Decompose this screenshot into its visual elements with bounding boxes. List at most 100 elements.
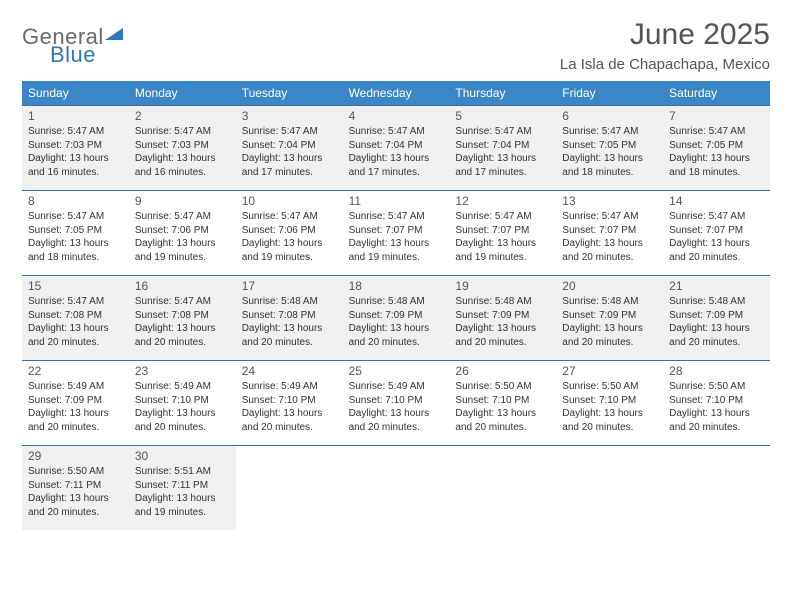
- day-sunset: Sunset: 7:09 PM: [28, 394, 123, 408]
- day-dl2: and 20 minutes.: [562, 421, 657, 435]
- day-dl2: and 20 minutes.: [562, 336, 657, 350]
- day-sunrise: Sunrise: 5:47 AM: [455, 210, 550, 224]
- day-sunset: Sunset: 7:11 PM: [135, 479, 230, 493]
- day-sunrise: Sunrise: 5:47 AM: [135, 125, 230, 139]
- day-sunrise: Sunrise: 5:47 AM: [28, 210, 123, 224]
- day-sunrise: Sunrise: 5:48 AM: [349, 295, 444, 309]
- calendar-day-cell: [343, 446, 450, 530]
- day-dl1: Daylight: 13 hours: [242, 322, 337, 336]
- calendar-day-cell: 26 Sunrise: 5:50 AMSunset: 7:10 PMDayligh…: [449, 361, 556, 445]
- calendar-day-cell: [556, 446, 663, 530]
- day-sunset: Sunset: 7:10 PM: [455, 394, 550, 408]
- day-number: 20: [562, 279, 657, 293]
- day-dl2: and 20 minutes.: [242, 421, 337, 435]
- day-dl1: Daylight: 13 hours: [669, 407, 764, 421]
- title-block: June 2025 La Isla de Chapachapa, Mexico: [560, 18, 770, 73]
- day-dl1: Daylight: 13 hours: [562, 322, 657, 336]
- day-sunset: Sunset: 7:10 PM: [669, 394, 764, 408]
- calendar-day-cell: [663, 446, 770, 530]
- day-dl1: Daylight: 13 hours: [562, 237, 657, 251]
- day-sunset: Sunset: 7:08 PM: [135, 309, 230, 323]
- day-sunrise: Sunrise: 5:49 AM: [349, 380, 444, 394]
- day-sunrise: Sunrise: 5:50 AM: [455, 380, 550, 394]
- day-sunset: Sunset: 7:07 PM: [669, 224, 764, 238]
- day-dl2: and 20 minutes.: [455, 336, 550, 350]
- day-dl2: and 19 minutes.: [135, 251, 230, 265]
- day-dl2: and 19 minutes.: [242, 251, 337, 265]
- day-number: 16: [135, 279, 230, 293]
- day-number: 2: [135, 109, 230, 123]
- day-dl1: Daylight: 13 hours: [562, 407, 657, 421]
- day-dl1: Daylight: 13 hours: [135, 407, 230, 421]
- calendar-day-cell: 13Sunrise: 5:47 AMSunset: 7:07 PMDayligh…: [556, 191, 663, 275]
- day-sunset: Sunset: 7:09 PM: [455, 309, 550, 323]
- calendar-day-cell: 21Sunrise: 5:48 AMSunset: 7:09 PMDayligh…: [663, 276, 770, 360]
- day-sunset: Sunset: 7:05 PM: [562, 139, 657, 153]
- month-title: June 2025: [560, 18, 770, 52]
- day-sunrise: Sunrise: 5:49 AM: [242, 380, 337, 394]
- day-number: 23: [135, 364, 230, 378]
- day-sunset: Sunset: 7:05 PM: [28, 224, 123, 238]
- day-dl1: Daylight: 13 hours: [242, 237, 337, 251]
- day-sunset: Sunset: 7:03 PM: [135, 139, 230, 153]
- day-number: 21: [669, 279, 764, 293]
- calendar-grid: Sunday Monday Tuesday Wednesday Thursday…: [22, 81, 770, 530]
- day-sunset: Sunset: 7:09 PM: [562, 309, 657, 323]
- day-sunset: Sunset: 7:06 PM: [242, 224, 337, 238]
- day-sunset: Sunset: 7:08 PM: [242, 309, 337, 323]
- day-sunrise: Sunrise: 5:51 AM: [135, 465, 230, 479]
- day-number: 14: [669, 194, 764, 208]
- day-sunrise: Sunrise: 5:49 AM: [135, 380, 230, 394]
- calendar-day-cell: 3Sunrise: 5:47 AMSunset: 7:04 PMDaylight…: [236, 106, 343, 190]
- location-subtitle: La Isla de Chapachapa, Mexico: [560, 56, 770, 73]
- day-number: 28: [669, 364, 764, 378]
- day-sunset: Sunset: 7:10 PM: [349, 394, 444, 408]
- day-sunrise: Sunrise: 5:47 AM: [28, 125, 123, 139]
- calendar-day-cell: 1Sunrise: 5:47 AMSunset: 7:03 PMDaylight…: [22, 106, 129, 190]
- day-sunset: Sunset: 7:10 PM: [562, 394, 657, 408]
- day-sunrise: Sunrise: 5:47 AM: [455, 125, 550, 139]
- calendar-week-row: 8Sunrise: 5:47 AMSunset: 7:05 PMDaylight…: [22, 190, 770, 275]
- day-number: 10: [242, 194, 337, 208]
- day-number: 26: [455, 364, 550, 378]
- day-sunset: Sunset: 7:03 PM: [28, 139, 123, 153]
- day-sunset: Sunset: 7:04 PM: [242, 139, 337, 153]
- day-sunrise: Sunrise: 5:48 AM: [562, 295, 657, 309]
- calendar-day-cell: 12Sunrise: 5:47 AMSunset: 7:07 PMDayligh…: [449, 191, 556, 275]
- day-dl1: Daylight: 13 hours: [135, 492, 230, 506]
- day-dl1: Daylight: 13 hours: [135, 322, 230, 336]
- day-dl2: and 18 minutes.: [28, 251, 123, 265]
- calendar-week-row: 15Sunrise: 5:47 AMSunset: 7:08 PMDayligh…: [22, 275, 770, 360]
- calendar-day-cell: 5Sunrise: 5:47 AMSunset: 7:04 PMDaylight…: [449, 106, 556, 190]
- day-sunrise: Sunrise: 5:47 AM: [562, 125, 657, 139]
- dow-wednesday: Wednesday: [343, 81, 450, 105]
- day-number: 7: [669, 109, 764, 123]
- day-sunrise: Sunrise: 5:47 AM: [135, 210, 230, 224]
- day-sunrise: Sunrise: 5:47 AM: [135, 295, 230, 309]
- day-sunrise: Sunrise: 5:47 AM: [669, 125, 764, 139]
- day-dl2: and 20 minutes.: [349, 336, 444, 350]
- day-number: 11: [349, 194, 444, 208]
- day-dl1: Daylight: 13 hours: [562, 152, 657, 166]
- dow-tuesday: Tuesday: [236, 81, 343, 105]
- day-dl2: and 19 minutes.: [349, 251, 444, 265]
- day-dl2: and 18 minutes.: [669, 166, 764, 180]
- day-dl2: and 17 minutes.: [242, 166, 337, 180]
- day-dl1: Daylight: 13 hours: [455, 237, 550, 251]
- day-number: 17: [242, 279, 337, 293]
- day-number: 19: [455, 279, 550, 293]
- calendar-day-cell: 8Sunrise: 5:47 AMSunset: 7:05 PMDaylight…: [22, 191, 129, 275]
- day-number: 27: [562, 364, 657, 378]
- calendar-day-cell: 6Sunrise: 5:47 AMSunset: 7:05 PMDaylight…: [556, 106, 663, 190]
- day-number: 9: [135, 194, 230, 208]
- day-number: 13: [562, 194, 657, 208]
- day-of-week-header: Sunday Monday Tuesday Wednesday Thursday…: [22, 81, 770, 105]
- day-dl1: Daylight: 13 hours: [455, 407, 550, 421]
- day-sunrise: Sunrise: 5:50 AM: [28, 465, 123, 479]
- day-dl2: and 20 minutes.: [135, 421, 230, 435]
- page-header: General Blue June 2025 La Isla de Chapac…: [22, 18, 770, 73]
- day-sunset: Sunset: 7:10 PM: [135, 394, 230, 408]
- day-dl2: and 19 minutes.: [455, 251, 550, 265]
- calendar-day-cell: 20 Sunrise: 5:48 AMSunset: 7:09 PMDayligh…: [556, 276, 663, 360]
- day-number: 5: [455, 109, 550, 123]
